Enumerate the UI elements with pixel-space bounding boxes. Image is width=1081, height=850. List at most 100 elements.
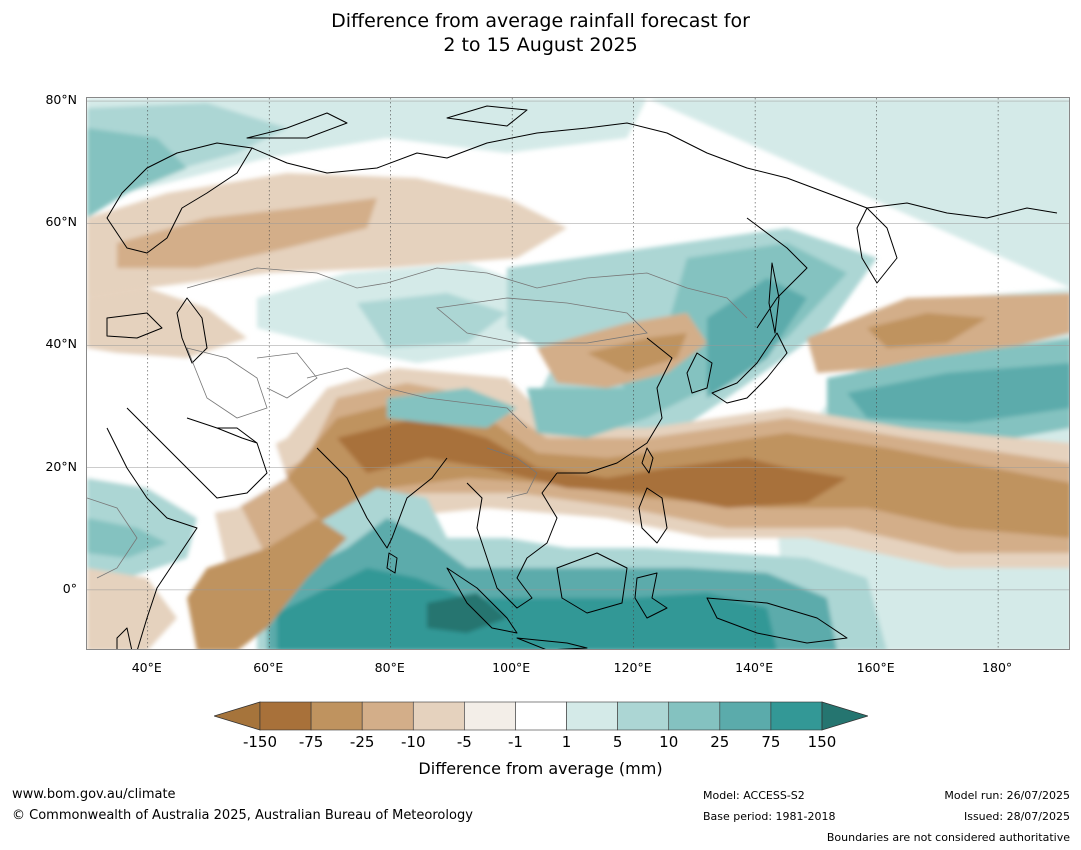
- colorbar-segment: [259, 701, 312, 731]
- colorbar-tick-label: 25: [710, 733, 730, 751]
- border-afghanistan: [256, 352, 318, 399]
- colorbar-segment: [770, 701, 823, 731]
- coastline-borneo: [556, 552, 628, 614]
- colorbar-label: Difference from average (mm): [418, 759, 663, 778]
- anomaly-region-arctic-mid-teal: [87, 128, 187, 218]
- colorbar-segment: [412, 701, 465, 731]
- colorbar-tick-label: 150: [807, 733, 837, 751]
- colorbar-tick-label: 1: [561, 733, 572, 751]
- colorbar-tick-label: 75: [761, 733, 781, 751]
- colorbar-segment: [361, 701, 414, 731]
- coastline-persian-gulf: [216, 427, 258, 444]
- footer-base-period: Base period: 1981-2018: [703, 810, 836, 823]
- border-central-asia: [186, 267, 748, 319]
- colorbar-segment: [566, 701, 618, 731]
- longitude-label: 160°E: [856, 660, 895, 675]
- colorbar-tick-label: 10: [659, 733, 679, 751]
- colorbar-tick-label: -5: [456, 733, 472, 751]
- colorbar-tick-label: -75: [298, 733, 324, 751]
- colorbar-segment: [310, 701, 363, 731]
- coastline-sumatra: [446, 567, 518, 634]
- longitude-label: 60°E: [253, 660, 284, 675]
- anomaly-region-pacific-30n-deep: [847, 363, 1069, 423]
- coastline-india: [316, 447, 448, 549]
- anomaly-region-japan-teal: [707, 278, 807, 398]
- coastline-sakhalin: [768, 262, 780, 334]
- longitude-label: 120°E: [613, 660, 652, 675]
- footer-url[interactable]: www.bom.gov.au/climate: [12, 787, 176, 802]
- anomaly-region-bay-of-bengal-dry-core: [337, 418, 847, 508]
- anomaly-region-indian-ocean-deep: [277, 568, 777, 649]
- colorbar-tick-label: -1: [507, 733, 523, 751]
- title-line-2: 2 to 15 August 2025: [443, 34, 638, 56]
- coastline-scandinavia: [106, 142, 253, 254]
- colorbar-tick-label: -25: [349, 733, 375, 751]
- coastline-new-guinea: [706, 597, 848, 644]
- footer-copyright: © Commonwealth of Australia 2025, Austra…: [12, 808, 473, 823]
- border-china-india: [306, 367, 528, 429]
- coastline-sulawesi: [634, 572, 668, 619]
- colorbar-segment: [719, 701, 772, 731]
- longitude-label: 40°E: [131, 660, 162, 675]
- colorbar-segment: [464, 701, 516, 731]
- coastline-indochina: [466, 472, 558, 609]
- coastline-caspian: [176, 297, 208, 364]
- latitude-label: 20°N: [45, 458, 77, 474]
- title-line-1: Difference from average rainfall forecas…: [331, 10, 750, 32]
- coastline-java: [516, 637, 588, 649]
- colorbar-tick-label: -10: [401, 733, 426, 751]
- anomaly-region-mediterranean-dry: [87, 288, 247, 358]
- latitude-label: 40°N: [45, 336, 77, 352]
- colorbar-tick-label: -150: [242, 733, 278, 751]
- border-southeast-asia: [486, 447, 538, 499]
- border-iran: [186, 347, 268, 419]
- coastline-novaya-zemlya: [246, 112, 348, 139]
- coastline-severnaya-zemlya: [446, 105, 528, 127]
- footer-model: Model: ACCESS-S2: [703, 789, 805, 802]
- coastline-black-sea: [106, 312, 163, 339]
- anomaly-region-south-china-teal: [527, 388, 647, 438]
- coastline-africa-horn: [106, 427, 198, 649]
- coastline-korea: [686, 352, 713, 394]
- colorbar-arrow-high: [821, 701, 868, 731]
- map-canvas: [87, 98, 1069, 649]
- coastline-sri-lanka: [386, 552, 398, 574]
- longitude-label: 100°E: [492, 660, 531, 675]
- coastline-arabia: [126, 407, 268, 499]
- latitude-label: 60°N: [45, 214, 77, 230]
- longitude-label: 180°: [982, 660, 1013, 675]
- border-mongolia: [436, 297, 648, 344]
- footer-model-run: Model run: 26/07/2025: [944, 789, 1070, 802]
- latitude-label: 80°N: [45, 92, 77, 108]
- colorbar-arrow-low: [214, 701, 261, 731]
- longitude-label: 140°E: [735, 660, 774, 675]
- coastline-madagascar: [116, 627, 133, 649]
- rainfall-difference-map[interactable]: [86, 97, 1070, 650]
- map-title: Difference from average rainfall forecas…: [0, 9, 1081, 57]
- anomaly-region-tibet-teal: [387, 388, 517, 428]
- anomaly-region-east-africa-dry: [87, 568, 177, 649]
- colorbar-segment: [515, 701, 567, 731]
- coastline-taiwan: [641, 447, 654, 474]
- colorbar-segment: [668, 701, 721, 731]
- footer-disclaimer: Boundaries are not considered authoritat…: [826, 831, 1070, 844]
- anomaly-region-siberia-dry-core: [117, 198, 377, 268]
- anomaly-region-west-indian-ocean-dry: [187, 518, 347, 649]
- colorbar: [214, 701, 868, 731]
- coastline-russian-arctic: [251, 122, 1058, 219]
- coastline-japan: [711, 332, 788, 404]
- longitude-label: 80°E: [374, 660, 405, 675]
- border-east-africa: [87, 497, 138, 579]
- anomaly-region-central-asia-mid: [357, 293, 507, 348]
- colorbar-tick-label: 5: [612, 733, 623, 751]
- anomaly-region-north-china-dry-core: [587, 333, 687, 373]
- anomaly-region-north-pacific-dry-core: [867, 313, 987, 348]
- footer-issued: Issued: 28/07/2025: [963, 810, 1070, 823]
- coastline-kamchatka: [856, 207, 898, 284]
- anomaly-region-east-africa-mid: [87, 518, 167, 558]
- anomaly-region-africa-neutral: [87, 353, 287, 518]
- latitude-label: 0°: [62, 580, 77, 596]
- colorbar-segment: [617, 701, 670, 731]
- coastline-china-east: [557, 337, 673, 474]
- coastline-philippines: [638, 487, 668, 544]
